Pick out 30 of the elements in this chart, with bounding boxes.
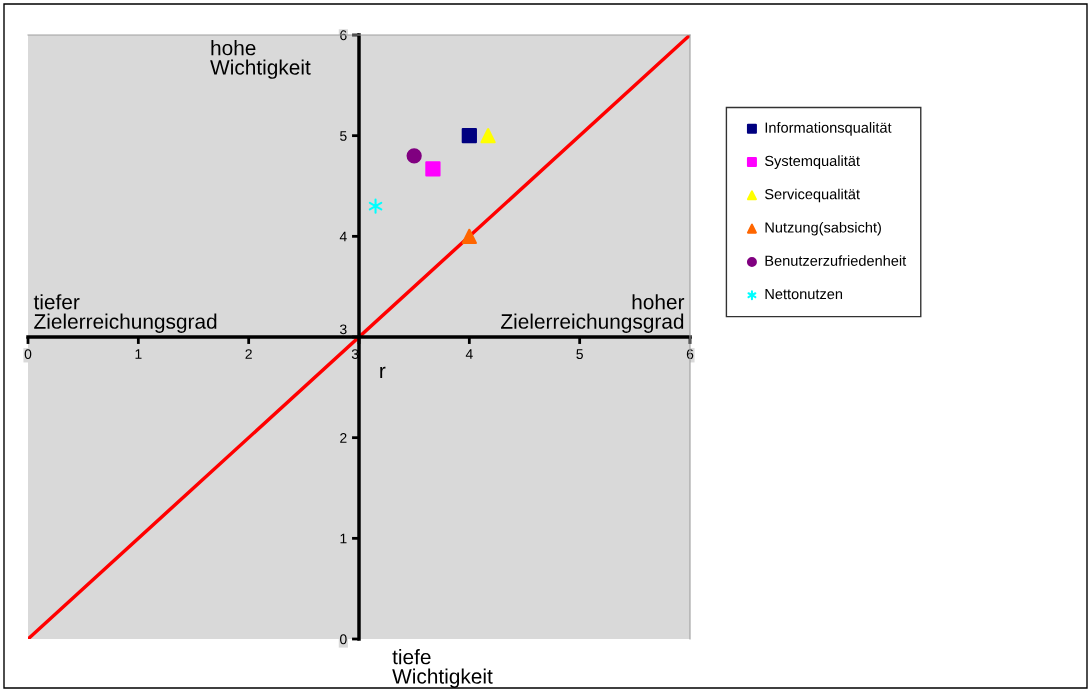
point (461, 228, 477, 244)
point (480, 128, 496, 144)
x-tick-label: 0 (24, 349, 32, 360)
x-tick-label: 4 (465, 349, 473, 359)
legend-label: Systemqualität (764, 155, 860, 169)
point (461, 128, 477, 144)
legend-label: Benutzerzufriedenheit (765, 255, 907, 266)
text: tiefe Wichtigkeit (392, 649, 493, 688)
legend-label: Servicequalität (764, 188, 860, 203)
x-tick-label: 2 (245, 349, 252, 359)
point (368, 198, 383, 214)
x-tick-label: 6 (686, 349, 694, 360)
annotation: hoher Zielerreichungsgrad (501, 294, 685, 333)
annotation: r (380, 366, 386, 378)
point (406, 148, 422, 164)
y-tick-label: 4 (339, 231, 347, 242)
y-tick-label: 3 (340, 324, 347, 335)
y-tick-label: 0 (340, 634, 347, 645)
annotation: tiefer Zielerreichungsgrad (33, 294, 217, 333)
x-tick-label: 5 (576, 349, 583, 360)
x-tick-label: 1 (135, 349, 142, 359)
y-tick-label: 2 (340, 433, 347, 443)
point (425, 161, 441, 177)
legend-label: Nettonutzen (765, 289, 843, 300)
annotation: hohe Wichtigkeit (210, 40, 311, 79)
legend-label: Informationsqualität (765, 122, 892, 136)
legend-label: Nutzung(sabsicht) (765, 221, 881, 236)
y-tick-label: 1 (340, 533, 347, 544)
y-tick-label: 6 (340, 30, 347, 41)
y-tick-label: 5 (340, 131, 347, 141)
